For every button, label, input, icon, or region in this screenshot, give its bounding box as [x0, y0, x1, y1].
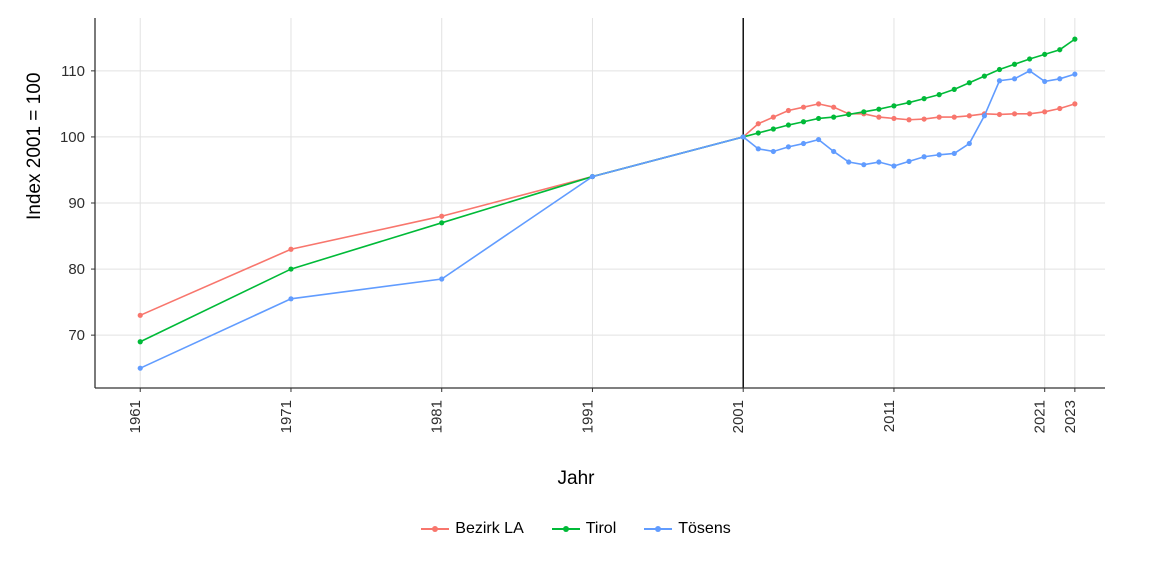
legend-item-tirol: Tirol [552, 520, 617, 538]
svg-text:1991: 1991 [579, 400, 596, 433]
chart-container: Index 2001 = 100 Jahr 70 80 90 100 110 1961 19… [0, 0, 1152, 576]
x-axis-title: Jahr [0, 468, 1152, 490]
legend-label-tirol: Tirol [586, 520, 617, 538]
legend-item-toesens: Tösens [644, 520, 730, 538]
legend-item-bezirk: Bezirk LA [421, 520, 523, 538]
svg-text:1971: 1971 [278, 400, 295, 433]
svg-text:70: 70 [68, 327, 85, 344]
legend-swatch-tirol [552, 528, 580, 530]
svg-text:2001: 2001 [730, 400, 747, 433]
y-axis-title: Index 2001 = 100 [24, 73, 46, 220]
legend-swatch-toesens [644, 528, 672, 530]
legend-label-toesens: Tösens [678, 520, 730, 538]
svg-text:80: 80 [68, 261, 85, 278]
svg-text:2023: 2023 [1062, 400, 1079, 433]
svg-text:2011: 2011 [881, 400, 898, 432]
svg-text:1981: 1981 [429, 400, 446, 433]
legend-swatch-bezirk [421, 528, 449, 530]
svg-text:110: 110 [61, 63, 85, 80]
svg-text:2021: 2021 [1032, 400, 1049, 433]
svg-text:1961: 1961 [127, 400, 144, 433]
legend: Bezirk LA Tirol Tösens [0, 520, 1152, 538]
svg-text:90: 90 [68, 195, 85, 212]
svg-text:100: 100 [60, 129, 85, 146]
legend-label-bezirk: Bezirk LA [455, 520, 523, 538]
